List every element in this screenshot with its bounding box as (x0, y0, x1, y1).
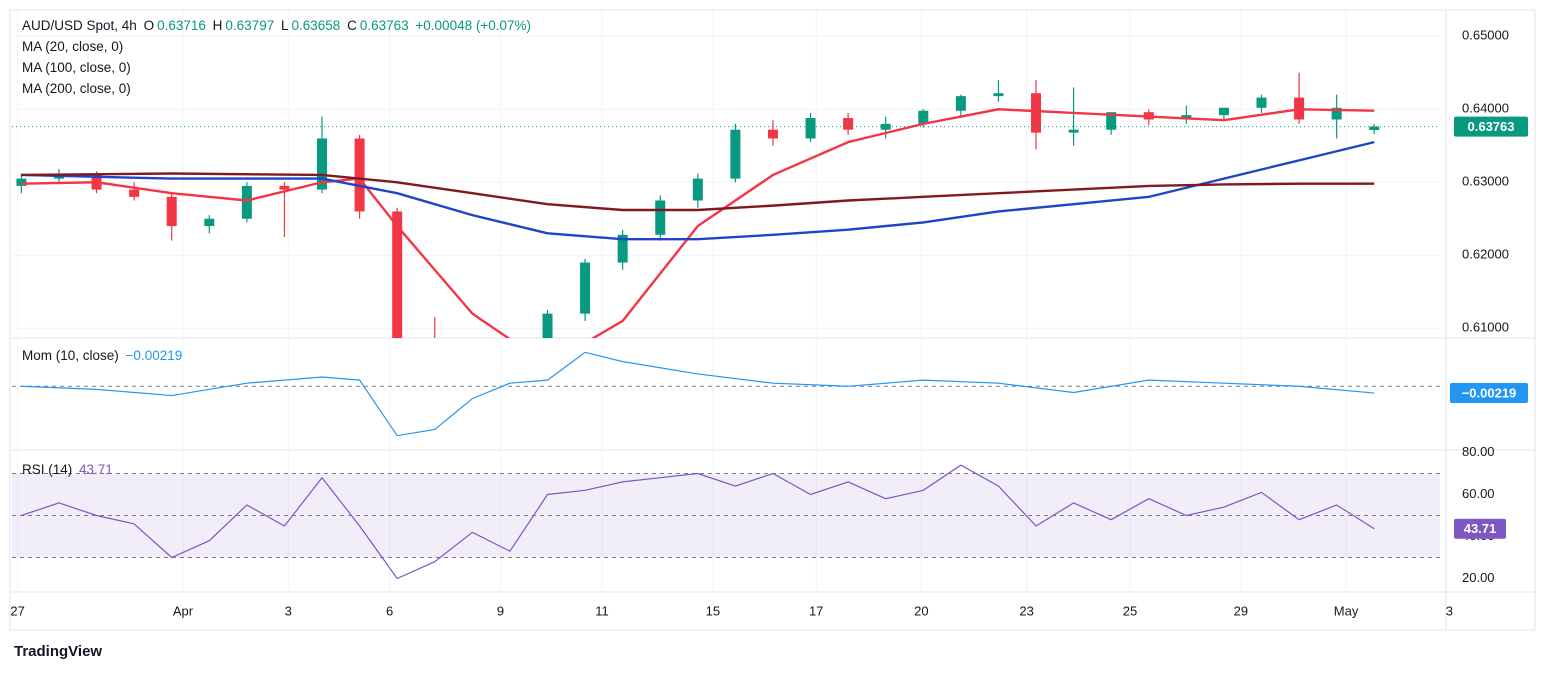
price-legend: AUD/USD Spot, 4h O 0.63716 H 0.63797 L 0.63… (22, 18, 534, 33)
y-tick-label: 0.61000 (1462, 320, 1509, 335)
y-tick-label: 0.64000 (1462, 101, 1509, 116)
candle-body (1256, 97, 1267, 108)
price-badge-label: 0.63763 (1468, 119, 1515, 134)
indicator-title: RSI (14) (22, 462, 73, 477)
x-tick-label: 29 (1234, 603, 1248, 618)
x-tick-label: 6 (386, 603, 393, 618)
mom-badge (1450, 383, 1528, 404)
candle-body (241, 185, 252, 219)
rsi-badge-label: 43.71 (1464, 521, 1497, 536)
x-tick-label: Apr (173, 603, 194, 618)
x-tick-label: 9 (497, 603, 504, 618)
rsi-badge (1454, 518, 1506, 539)
ohlc-label: C (347, 18, 357, 33)
y-tick-label: 0.63000 (1462, 174, 1509, 189)
candle-body (392, 211, 403, 338)
candle-body (1218, 107, 1229, 116)
candle-body (542, 313, 553, 338)
legend-entry: MA (100, close, 0) (22, 60, 131, 75)
candle-body (805, 118, 816, 139)
legend-entry: MA (20, close, 0) (22, 39, 124, 54)
candle-body (993, 93, 1004, 97)
ohlc-label: O (143, 18, 155, 33)
candle-body (730, 129, 741, 179)
y-tick-label: 60.00 (1462, 486, 1495, 501)
x-tick-label: 3 (285, 603, 292, 618)
candle-body (617, 234, 628, 263)
candle-body (354, 138, 365, 212)
legend-entry: MA (200, close, 0) (22, 81, 131, 96)
candle-body (16, 178, 27, 186)
candle-body (430, 343, 440, 358)
mom-plot (12, 351, 1440, 437)
y-tick-label: 20.00 (1462, 570, 1495, 585)
candle-body (655, 200, 666, 235)
series-line (21, 464, 1375, 580)
y-tick-label: 0.65000 (1462, 28, 1509, 43)
indicator-value: −0.00219 (125, 348, 183, 363)
candle-body (1331, 107, 1342, 120)
x-tick-label: 20 (914, 603, 928, 618)
price-plot (16, 72, 1380, 372)
ohlc-value: 0.63658 (291, 18, 341, 33)
ohlc-label: L (280, 18, 289, 33)
series-line (21, 140, 1375, 241)
logo: TradingView (14, 643, 103, 660)
candle-body (317, 138, 328, 190)
candle-body (279, 185, 290, 190)
candle-body (166, 196, 177, 227)
candle-body (505, 357, 515, 372)
x-tick-label: 3 (1446, 603, 1453, 618)
candle-body (580, 262, 591, 314)
ohlc-value: 0.63716 (157, 18, 206, 33)
candle-body (767, 129, 778, 139)
ohlc-value: 0.63763 (359, 18, 409, 33)
indicator-title: Mom (10, close) (22, 348, 119, 363)
candle-body (1106, 112, 1117, 130)
x-tick-label: 15 (706, 603, 720, 618)
candle-body (880, 123, 891, 130)
candle-body (1031, 93, 1042, 133)
candle-body (692, 178, 703, 201)
symbol: AUD/USD Spot, 4h (22, 18, 137, 33)
x-tick-label: 23 (1019, 603, 1033, 618)
mom-legend: Mom (10, close) −0.00219 (22, 348, 185, 363)
series-line (21, 351, 1375, 437)
change: +0.00048 (+0.07%) (415, 18, 531, 33)
x-tick-label: 11 (595, 603, 609, 618)
price-badge (1454, 116, 1528, 137)
candle-body (467, 357, 477, 372)
candle-body (955, 96, 966, 111)
candle-body (918, 110, 929, 124)
candle-body (204, 218, 215, 227)
ohlc-value: 0.63797 (225, 18, 275, 33)
rsi-legend: RSI (14) 43.71 (22, 462, 116, 477)
indicator-value: 43.71 (79, 462, 113, 477)
series-line (21, 172, 1375, 212)
candle-body (129, 189, 140, 197)
y-tick-label: 0.62000 (1462, 247, 1509, 262)
candle-body (1369, 126, 1380, 130)
ohlc-label: H (212, 18, 223, 33)
x-tick-label: 17 (809, 603, 823, 618)
x-tick-label: May (1334, 603, 1359, 618)
x-tick-label: 25 (1123, 603, 1137, 618)
frame (9, 9, 1536, 631)
candle-body (843, 118, 854, 130)
candle-body (1068, 129, 1079, 133)
x-tick-label: 27 (10, 603, 24, 618)
mom-badge-label: −0.00219 (1462, 385, 1517, 400)
rsi-plot (12, 464, 1440, 580)
series-line (21, 108, 1375, 338)
y-tick-label: 80.00 (1462, 444, 1495, 459)
